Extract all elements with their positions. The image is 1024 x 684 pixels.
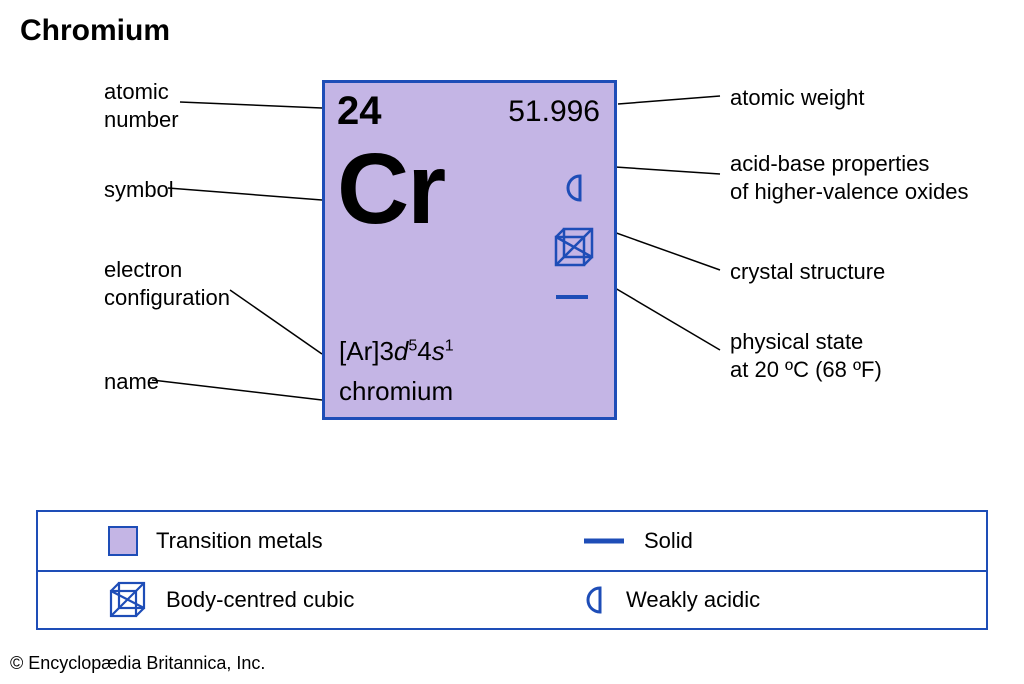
cubic-crystal-icon xyxy=(108,580,148,620)
legend-cell-category: Transition metals xyxy=(38,526,512,556)
element-tile: 24 51.996 Cr [Ar]3d54s1 chromium xyxy=(322,80,617,420)
legend-row: Body-centred cubic Weakly acidic xyxy=(38,570,986,628)
half-moon-icon xyxy=(564,173,588,203)
category-swatch-icon xyxy=(108,526,138,556)
label-crystal-structure: crystal structure xyxy=(730,258,885,286)
label-acid-base: acid-base properties of higher-valence o… xyxy=(730,150,968,205)
label-name: name xyxy=(104,368,159,396)
label-symbol: symbol xyxy=(104,176,174,204)
legend-category-label: Transition metals xyxy=(156,528,323,554)
element-diagram: atomic number symbol electron configurat… xyxy=(0,60,1024,500)
legend-row: Transition metals Solid xyxy=(38,512,986,570)
legend-cell-crystal: Body-centred cubic xyxy=(38,580,512,620)
element-name-value: chromium xyxy=(339,376,453,407)
legend-cell-state: Solid xyxy=(512,528,986,554)
atomic-weight-value: 51.996 xyxy=(508,95,600,129)
solid-line-icon xyxy=(554,293,590,301)
label-physical-state: physical state at 20 ºC (68 ºF) xyxy=(730,328,882,383)
label-atomic-weight: atomic weight xyxy=(730,84,865,112)
atomic-number-value: 24 xyxy=(337,89,382,134)
legend: Transition metals Solid xyxy=(36,510,988,630)
half-moon-icon xyxy=(582,584,608,616)
electron-config-value: [Ar]3d54s1 xyxy=(339,336,454,367)
solid-line-icon xyxy=(582,537,626,545)
label-atomic-number: atomic number xyxy=(104,78,179,133)
page-title: Chromium xyxy=(20,14,170,48)
legend-cell-acid-base: Weakly acidic xyxy=(512,584,986,616)
legend-acid-base-label: Weakly acidic xyxy=(626,587,760,613)
label-electron-config: electron configuration xyxy=(104,256,230,311)
legend-state-label: Solid xyxy=(644,528,693,554)
legend-crystal-label: Body-centred cubic xyxy=(166,587,354,613)
cubic-crystal-icon xyxy=(552,225,596,269)
symbol-value: Cr xyxy=(337,139,444,239)
copyright-text: © Encyclopædia Britannica, Inc. xyxy=(10,653,265,674)
